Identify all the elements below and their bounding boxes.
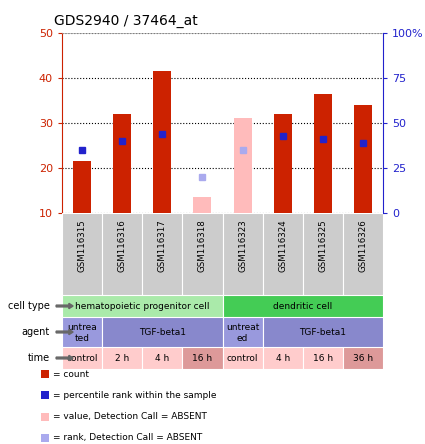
Bar bbox=[73, 161, 91, 213]
Text: time: time bbox=[28, 353, 50, 363]
Text: dendritic cell: dendritic cell bbox=[273, 301, 332, 310]
Bar bbox=[263, 317, 383, 347]
Bar bbox=[142, 347, 182, 369]
Text: GSM116318: GSM116318 bbox=[198, 220, 207, 272]
Bar bbox=[182, 347, 223, 369]
Bar bbox=[343, 347, 383, 369]
Bar bbox=[303, 347, 343, 369]
Text: GSM116325: GSM116325 bbox=[318, 220, 327, 272]
Bar bbox=[102, 347, 142, 369]
Text: 16 h: 16 h bbox=[313, 353, 333, 362]
Text: untrea: untrea bbox=[67, 323, 97, 332]
Text: control: control bbox=[66, 353, 98, 362]
Text: GSM116323: GSM116323 bbox=[238, 220, 247, 272]
Bar bbox=[263, 347, 303, 369]
Bar bbox=[223, 295, 383, 317]
Bar bbox=[142, 213, 182, 295]
Bar bbox=[223, 317, 263, 347]
Text: control: control bbox=[227, 353, 258, 362]
Text: cell type: cell type bbox=[8, 301, 50, 311]
Bar bbox=[314, 94, 332, 213]
Text: 16 h: 16 h bbox=[193, 353, 212, 362]
Text: TGF-beta1: TGF-beta1 bbox=[139, 328, 186, 337]
Text: 4 h: 4 h bbox=[275, 353, 290, 362]
Text: 36 h: 36 h bbox=[353, 353, 373, 362]
Bar bbox=[182, 213, 223, 295]
Bar bbox=[102, 317, 223, 347]
Bar bbox=[223, 213, 263, 295]
Bar bbox=[153, 71, 171, 213]
Bar bbox=[193, 197, 212, 213]
Bar bbox=[223, 347, 263, 369]
Text: GSM116324: GSM116324 bbox=[278, 220, 287, 272]
Bar bbox=[343, 213, 383, 295]
Text: = value, Detection Call = ABSENT: = value, Detection Call = ABSENT bbox=[53, 412, 207, 421]
Text: GDS2940 / 37464_at: GDS2940 / 37464_at bbox=[54, 14, 197, 28]
Text: agent: agent bbox=[22, 327, 50, 337]
Bar bbox=[354, 105, 372, 213]
Bar bbox=[62, 347, 102, 369]
Text: 2 h: 2 h bbox=[115, 353, 129, 362]
Text: = rank, Detection Call = ABSENT: = rank, Detection Call = ABSENT bbox=[53, 433, 202, 442]
Text: GSM116326: GSM116326 bbox=[358, 220, 368, 272]
Bar bbox=[274, 114, 292, 213]
Bar bbox=[62, 295, 223, 317]
Bar bbox=[102, 213, 142, 295]
Text: = percentile rank within the sample: = percentile rank within the sample bbox=[53, 391, 216, 400]
Text: ed: ed bbox=[237, 333, 248, 342]
Bar bbox=[113, 114, 131, 213]
Text: GSM116315: GSM116315 bbox=[77, 220, 87, 272]
Text: 4 h: 4 h bbox=[155, 353, 170, 362]
Text: ted: ted bbox=[74, 333, 90, 342]
Text: GSM116316: GSM116316 bbox=[118, 220, 127, 272]
Text: untreat: untreat bbox=[226, 323, 259, 332]
Text: GSM116317: GSM116317 bbox=[158, 220, 167, 272]
Text: = count: = count bbox=[53, 369, 89, 378]
Bar bbox=[233, 119, 252, 213]
Bar bbox=[62, 213, 102, 295]
Bar bbox=[62, 317, 102, 347]
Bar bbox=[303, 213, 343, 295]
Text: hematopoietic progenitor cell: hematopoietic progenitor cell bbox=[75, 301, 210, 310]
Text: TGF-beta1: TGF-beta1 bbox=[299, 328, 346, 337]
Bar bbox=[263, 213, 303, 295]
